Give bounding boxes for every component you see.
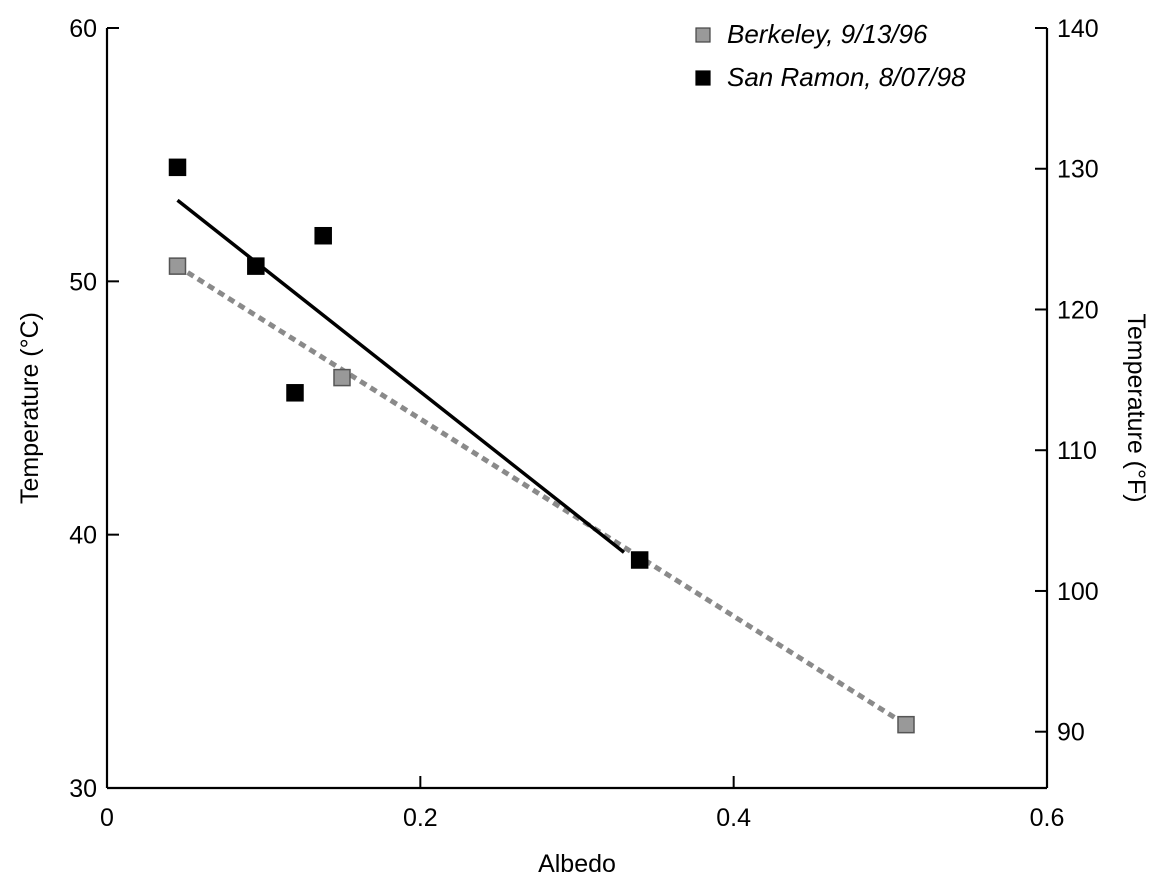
x-tick-label: 0.6 — [1030, 804, 1065, 832]
fit-line-berkeley — [176, 264, 908, 727]
y-tick-label: 50 — [69, 268, 97, 296]
data-point-san-ramon — [314, 226, 332, 245]
y-tick-label: 30 — [69, 775, 97, 803]
y2-ticks: 90 100 110 120 130 140 — [1035, 15, 1099, 747]
x-axis-title: Albedo — [538, 850, 616, 878]
y-tick-label: 60 — [69, 15, 97, 43]
y2-axis-title: Temperature (°F) — [1122, 313, 1150, 502]
y2-tick-label: 120 — [1057, 296, 1099, 324]
data-point-san-ramon — [286, 384, 304, 402]
y2-tick-label: 130 — [1057, 156, 1099, 184]
plot-frame — [105, 28, 1049, 790]
y2-tick-label: 110 — [1057, 437, 1097, 465]
legend-label-san-ramon: San Ramon, 8/07/98 — [727, 62, 966, 92]
fit-line-san-ramon — [176, 198, 626, 554]
legend-swatch-berkeley — [695, 27, 711, 43]
y-tick-label: 40 — [69, 522, 97, 550]
data-point-san-ramon — [168, 158, 187, 177]
data-point-san-ramon — [630, 551, 649, 569]
x-tick-label: 0.4 — [716, 804, 751, 832]
legend-label-berkeley: Berkeley, 9/13/96 — [727, 19, 928, 49]
y2-tick-label: 100 — [1057, 578, 1099, 606]
legend-swatch-san-ramon — [695, 70, 711, 86]
y2-tick-label: 90 — [1057, 719, 1085, 747]
data-points — [168, 158, 915, 734]
y2-tick-label: 140 — [1057, 15, 1099, 43]
data-point-san-ramon — [247, 257, 265, 275]
y-ticks: 30 40 50 60 — [69, 15, 119, 803]
data-point-berkeley — [333, 368, 351, 387]
x-tick-label: 0 — [100, 804, 114, 832]
legend-item-berkeley: Berkeley, 9/13/96 — [695, 19, 928, 49]
data-point-berkeley — [897, 715, 915, 734]
x-tick-label: 0.2 — [403, 804, 438, 832]
y-axis-title: Temperature (°C) — [16, 312, 44, 504]
data-point-berkeley — [168, 257, 187, 275]
legend-item-san-ramon: San Ramon, 8/07/98 — [695, 62, 966, 92]
fit-lines — [176, 198, 908, 727]
legend: Berkeley, 9/13/96 San Ramon, 8/07/98 — [695, 19, 966, 92]
x-ticks: 0 0.2 0.4 0.6 — [100, 776, 1064, 832]
